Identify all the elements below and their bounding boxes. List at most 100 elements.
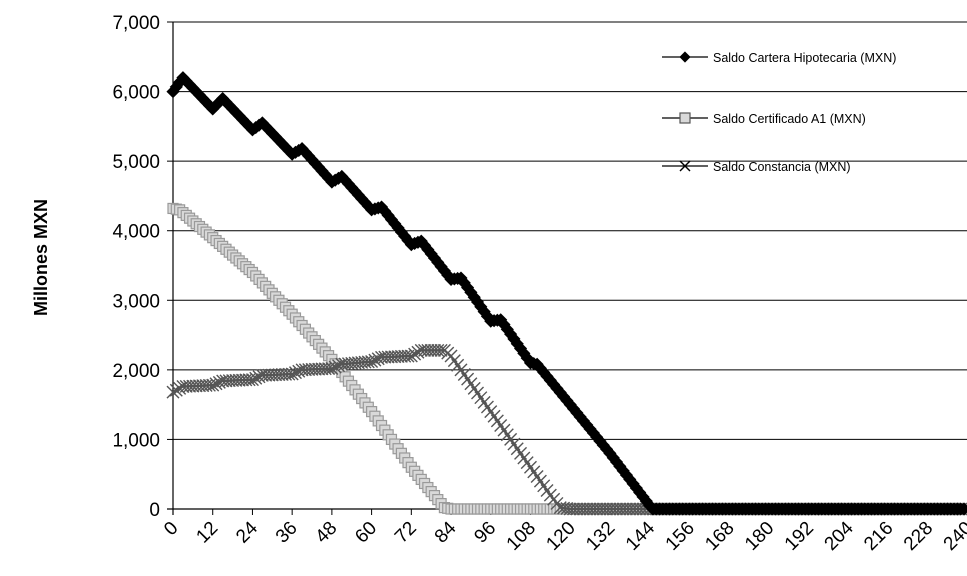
data-point-marker xyxy=(308,362,322,376)
data-point-marker xyxy=(272,368,286,382)
data-point-marker xyxy=(388,350,402,364)
x-tick-label: 144 xyxy=(622,517,660,555)
legend-label: Saldo Certificado A1 (MXN) xyxy=(713,112,866,126)
y-tick-label: 3,000 xyxy=(112,291,160,312)
y-tick-label: 6,000 xyxy=(112,83,160,104)
y-tick-label: 7,000 xyxy=(112,13,160,34)
data-point-marker xyxy=(285,367,299,381)
x-tick-label: 228 xyxy=(900,518,937,555)
data-point-marker xyxy=(368,353,382,367)
y-tick-label: 2,000 xyxy=(112,361,160,382)
data-point-marker xyxy=(398,349,412,363)
data-point-marker xyxy=(216,374,230,388)
data-point-marker xyxy=(305,362,319,376)
data-point-marker xyxy=(616,502,630,516)
data-point-marker xyxy=(328,360,342,374)
x-tick-label: 132 xyxy=(582,518,619,555)
data-point-marker xyxy=(563,502,577,516)
data-point-marker xyxy=(408,347,422,361)
data-point-marker xyxy=(679,160,691,172)
legend-entry: Saldo Constancia (MXN) xyxy=(662,160,851,174)
legend-label: Saldo Constancia (MXN) xyxy=(713,160,851,174)
data-point-marker xyxy=(269,368,283,382)
x-tick-label: 0 xyxy=(160,518,182,540)
series-x xyxy=(166,343,967,516)
data-point-marker xyxy=(596,502,610,516)
data-point-marker xyxy=(427,343,441,357)
data-point-marker xyxy=(418,343,432,357)
y-tick-label: 5,000 xyxy=(112,152,160,173)
data-point-marker xyxy=(580,502,594,516)
y-tick-label: 0 xyxy=(149,500,160,521)
data-point-marker xyxy=(229,373,243,387)
data-point-marker xyxy=(610,502,624,516)
x-tick-label: 240 xyxy=(940,518,967,555)
data-point-marker xyxy=(275,368,289,381)
data-point-marker xyxy=(166,385,180,399)
data-point-marker xyxy=(378,350,392,364)
plot-area: 0 1,000 2,000 3,000 4,000 5,000 6,000 7,000 0 12… xyxy=(112,13,967,555)
data-point-marker xyxy=(629,502,643,516)
data-point-marker xyxy=(424,343,438,357)
series-layer xyxy=(166,71,967,516)
data-point-marker xyxy=(245,373,259,387)
x-tick-label: 180 xyxy=(741,518,778,555)
legend-entry: Saldo Certificado A1 (MXN) xyxy=(662,112,866,126)
series-square xyxy=(167,202,967,515)
x-tick-label: 36 xyxy=(272,518,302,548)
data-point-marker xyxy=(226,374,240,388)
data-point-marker xyxy=(583,502,597,516)
data-point-marker xyxy=(206,378,220,392)
series-diamond xyxy=(166,71,967,516)
data-point-marker xyxy=(570,502,584,516)
x-tick-label: 84 xyxy=(431,517,461,547)
y-tick-label: 1,000 xyxy=(112,430,160,451)
data-point-marker xyxy=(576,502,590,516)
data-point-marker xyxy=(325,361,339,375)
data-point-marker xyxy=(606,502,620,516)
data-point-marker xyxy=(315,362,329,376)
legend-label: Saldo Cartera Hipotecaria (MXN) xyxy=(713,51,896,65)
y-axis-label: Millones MXN xyxy=(31,199,51,316)
y-tick-label: 4,000 xyxy=(112,222,160,243)
data-point-marker xyxy=(196,379,210,393)
data-point-marker xyxy=(567,502,581,516)
x-ticks: 0 12 24 36 48 60 72 84 96 108 120 132 144 156 168 180 19… xyxy=(160,509,967,555)
data-point-marker xyxy=(375,350,389,364)
legend-entry: Saldo Cartera Hipotecaria (MXN) xyxy=(662,51,896,65)
data-point-marker xyxy=(262,368,276,382)
data-point-marker xyxy=(288,366,302,380)
data-point-marker xyxy=(365,355,379,369)
data-point-marker xyxy=(404,349,418,363)
data-point-marker xyxy=(434,343,448,357)
data-point-marker xyxy=(295,363,309,377)
data-point-marker xyxy=(265,368,279,382)
data-point-marker xyxy=(232,373,246,387)
data-point-marker xyxy=(679,51,691,63)
data-point-marker xyxy=(573,502,587,516)
x-tick-label: 24 xyxy=(232,517,262,547)
x-tick-label: 60 xyxy=(351,518,381,548)
data-point-marker xyxy=(298,363,312,377)
data-point-marker xyxy=(414,343,428,357)
x-tick-label: 48 xyxy=(312,518,342,548)
data-point-marker xyxy=(192,379,206,393)
x-tick-label: 204 xyxy=(821,517,859,555)
x-tick-label: 72 xyxy=(391,518,421,548)
data-point-marker xyxy=(169,383,183,397)
data-point-marker xyxy=(302,363,316,377)
data-point-marker xyxy=(600,502,614,516)
data-point-marker xyxy=(619,502,633,516)
data-point-marker xyxy=(613,502,627,516)
legend: Saldo Cartera Hipotecaria (MXN) Saldo Cer… xyxy=(662,51,896,174)
data-point-marker xyxy=(586,502,600,516)
data-point-marker xyxy=(249,371,263,385)
x-tick-label: 168 xyxy=(701,518,738,555)
data-point-marker xyxy=(381,350,395,364)
data-point-marker xyxy=(236,373,250,387)
data-point-marker xyxy=(222,374,236,388)
data-point-marker xyxy=(431,343,445,357)
data-point-marker xyxy=(259,368,273,382)
y-ticks: 0 1,000 2,000 3,000 4,000 5,000 6,000 7,000 xyxy=(112,13,173,521)
